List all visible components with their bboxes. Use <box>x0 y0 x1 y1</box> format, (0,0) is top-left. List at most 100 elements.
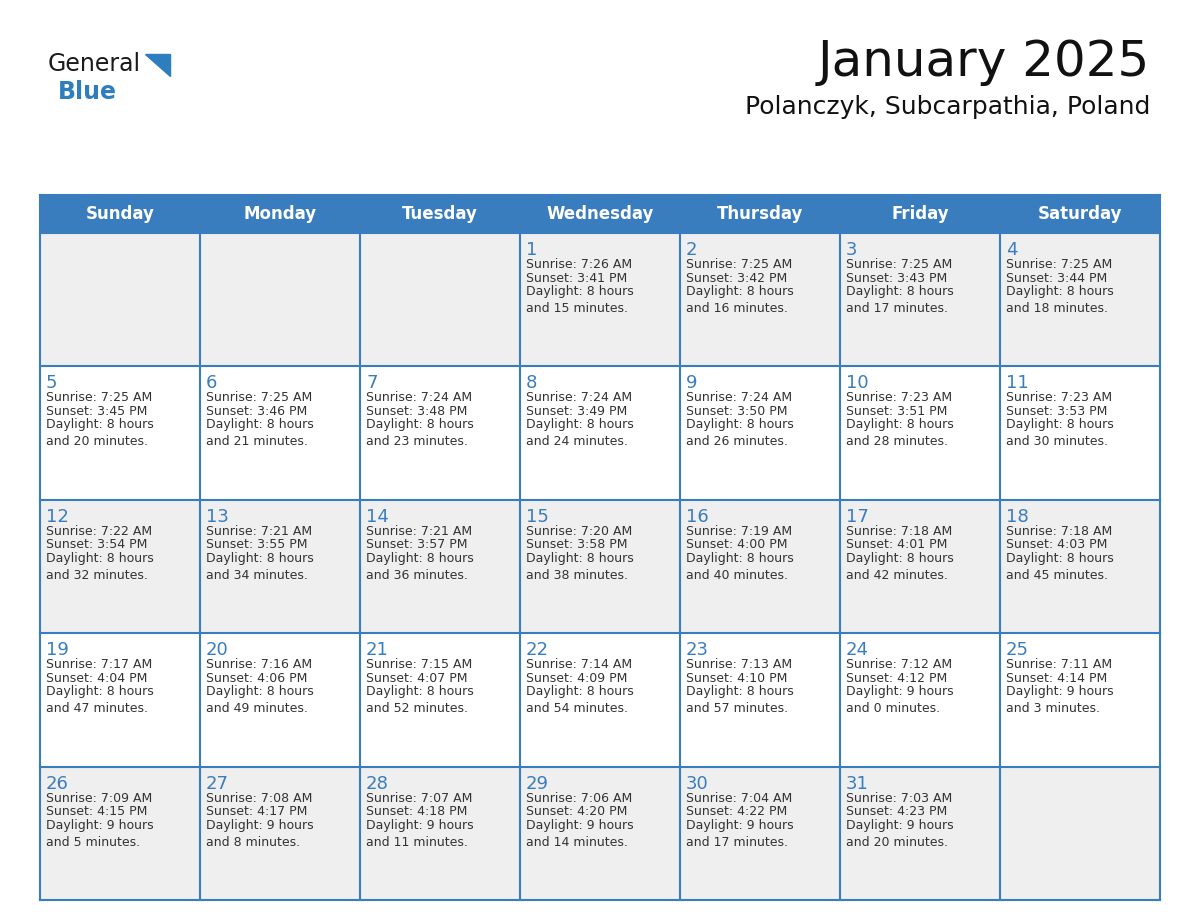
Text: Sunset: 4:04 PM: Sunset: 4:04 PM <box>46 672 147 685</box>
Text: Daylight: 8 hours
and 18 minutes.: Daylight: 8 hours and 18 minutes. <box>1006 285 1114 315</box>
Text: Sunset: 3:43 PM: Sunset: 3:43 PM <box>846 272 947 285</box>
Text: Daylight: 8 hours
and 34 minutes.: Daylight: 8 hours and 34 minutes. <box>206 552 314 582</box>
Text: Daylight: 9 hours
and 17 minutes.: Daylight: 9 hours and 17 minutes. <box>685 819 794 848</box>
Text: Daylight: 9 hours
and 5 minutes.: Daylight: 9 hours and 5 minutes. <box>46 819 153 848</box>
Text: Sunset: 3:55 PM: Sunset: 3:55 PM <box>206 538 308 552</box>
Text: Sunset: 3:42 PM: Sunset: 3:42 PM <box>685 272 788 285</box>
Text: Sunrise: 7:23 AM: Sunrise: 7:23 AM <box>846 391 952 405</box>
Text: Sunset: 3:48 PM: Sunset: 3:48 PM <box>366 405 467 418</box>
Text: Saturday: Saturday <box>1038 205 1123 223</box>
Text: Sunrise: 7:25 AM: Sunrise: 7:25 AM <box>685 258 792 271</box>
Text: Friday: Friday <box>891 205 949 223</box>
Text: 28: 28 <box>366 775 388 792</box>
Text: Sunrise: 7:17 AM: Sunrise: 7:17 AM <box>46 658 152 671</box>
Text: 4: 4 <box>1006 241 1017 259</box>
Text: Daylight: 8 hours
and 52 minutes.: Daylight: 8 hours and 52 minutes. <box>366 685 474 715</box>
Text: Sunrise: 7:26 AM: Sunrise: 7:26 AM <box>526 258 632 271</box>
Bar <box>40 499 1159 633</box>
Text: Sunrise: 7:06 AM: Sunrise: 7:06 AM <box>526 791 632 804</box>
Text: Sunset: 3:53 PM: Sunset: 3:53 PM <box>1006 405 1107 418</box>
Text: Sunday: Sunday <box>86 205 154 223</box>
Text: 22: 22 <box>526 641 549 659</box>
Text: Sunrise: 7:18 AM: Sunrise: 7:18 AM <box>846 525 953 538</box>
Text: 11: 11 <box>1006 375 1029 392</box>
Text: 9: 9 <box>685 375 697 392</box>
Text: Thursday: Thursday <box>716 205 803 223</box>
Text: 10: 10 <box>846 375 868 392</box>
Text: 15: 15 <box>526 508 549 526</box>
Text: Sunset: 3:44 PM: Sunset: 3:44 PM <box>1006 272 1107 285</box>
Text: Sunset: 4:00 PM: Sunset: 4:00 PM <box>685 538 788 552</box>
Text: Sunset: 4:15 PM: Sunset: 4:15 PM <box>46 805 147 818</box>
Text: Daylight: 8 hours
and 21 minutes.: Daylight: 8 hours and 21 minutes. <box>206 419 314 448</box>
Text: Sunrise: 7:21 AM: Sunrise: 7:21 AM <box>366 525 472 538</box>
Bar <box>40 366 1159 499</box>
Text: Daylight: 9 hours
and 11 minutes.: Daylight: 9 hours and 11 minutes. <box>366 819 474 848</box>
Text: Sunrise: 7:25 AM: Sunrise: 7:25 AM <box>46 391 152 405</box>
Text: Sunrise: 7:03 AM: Sunrise: 7:03 AM <box>846 791 953 804</box>
Text: Sunrise: 7:23 AM: Sunrise: 7:23 AM <box>1006 391 1112 405</box>
Text: Daylight: 8 hours
and 49 minutes.: Daylight: 8 hours and 49 minutes. <box>206 685 314 715</box>
Text: 1: 1 <box>526 241 537 259</box>
Text: Sunrise: 7:18 AM: Sunrise: 7:18 AM <box>1006 525 1112 538</box>
Text: 20: 20 <box>206 641 229 659</box>
Text: Sunset: 4:18 PM: Sunset: 4:18 PM <box>366 805 467 818</box>
Text: Sunset: 4:23 PM: Sunset: 4:23 PM <box>846 805 947 818</box>
Text: Sunrise: 7:12 AM: Sunrise: 7:12 AM <box>846 658 952 671</box>
Text: Daylight: 8 hours
and 45 minutes.: Daylight: 8 hours and 45 minutes. <box>1006 552 1114 582</box>
Text: 2: 2 <box>685 241 697 259</box>
Text: Daylight: 8 hours
and 23 minutes.: Daylight: 8 hours and 23 minutes. <box>366 419 474 448</box>
Text: 6: 6 <box>206 375 217 392</box>
Text: Sunrise: 7:25 AM: Sunrise: 7:25 AM <box>846 258 953 271</box>
Polygon shape <box>145 54 170 76</box>
Text: Monday: Monday <box>244 205 316 223</box>
Text: Sunrise: 7:04 AM: Sunrise: 7:04 AM <box>685 791 792 804</box>
Text: Sunrise: 7:07 AM: Sunrise: 7:07 AM <box>366 791 473 804</box>
Text: 26: 26 <box>46 775 69 792</box>
Text: Sunset: 3:58 PM: Sunset: 3:58 PM <box>526 538 627 552</box>
Text: Sunset: 3:50 PM: Sunset: 3:50 PM <box>685 405 788 418</box>
Text: Sunrise: 7:24 AM: Sunrise: 7:24 AM <box>366 391 472 405</box>
Text: 16: 16 <box>685 508 709 526</box>
Text: Sunrise: 7:13 AM: Sunrise: 7:13 AM <box>685 658 792 671</box>
Text: General: General <box>48 52 141 76</box>
Text: Daylight: 8 hours
and 28 minutes.: Daylight: 8 hours and 28 minutes. <box>846 419 954 448</box>
Text: Tuesday: Tuesday <box>402 205 478 223</box>
Text: Sunrise: 7:14 AM: Sunrise: 7:14 AM <box>526 658 632 671</box>
Text: 14: 14 <box>366 508 388 526</box>
Text: Daylight: 9 hours
and 8 minutes.: Daylight: 9 hours and 8 minutes. <box>206 819 314 848</box>
Text: 13: 13 <box>206 508 229 526</box>
Text: Sunrise: 7:24 AM: Sunrise: 7:24 AM <box>685 391 792 405</box>
Text: 29: 29 <box>526 775 549 792</box>
Text: Daylight: 8 hours
and 16 minutes.: Daylight: 8 hours and 16 minutes. <box>685 285 794 315</box>
Text: Sunset: 4:14 PM: Sunset: 4:14 PM <box>1006 672 1107 685</box>
Text: Sunset: 3:54 PM: Sunset: 3:54 PM <box>46 538 147 552</box>
Text: 21: 21 <box>366 641 388 659</box>
Text: Sunrise: 7:22 AM: Sunrise: 7:22 AM <box>46 525 152 538</box>
Bar <box>40 233 1159 366</box>
Text: 18: 18 <box>1006 508 1029 526</box>
Text: Daylight: 8 hours
and 32 minutes.: Daylight: 8 hours and 32 minutes. <box>46 552 153 582</box>
Text: Sunset: 3:41 PM: Sunset: 3:41 PM <box>526 272 627 285</box>
Text: Daylight: 8 hours
and 15 minutes.: Daylight: 8 hours and 15 minutes. <box>526 285 633 315</box>
Text: 30: 30 <box>685 775 709 792</box>
Text: 27: 27 <box>206 775 229 792</box>
Bar <box>40 195 1159 233</box>
Text: Sunrise: 7:09 AM: Sunrise: 7:09 AM <box>46 791 152 804</box>
Text: Sunrise: 7:21 AM: Sunrise: 7:21 AM <box>206 525 312 538</box>
Text: 31: 31 <box>846 775 868 792</box>
Text: Sunset: 3:57 PM: Sunset: 3:57 PM <box>366 538 468 552</box>
Text: Daylight: 9 hours
and 0 minutes.: Daylight: 9 hours and 0 minutes. <box>846 685 954 715</box>
Text: Sunset: 4:17 PM: Sunset: 4:17 PM <box>206 805 308 818</box>
Text: 7: 7 <box>366 375 378 392</box>
Text: Wednesday: Wednesday <box>546 205 653 223</box>
Text: Daylight: 8 hours
and 38 minutes.: Daylight: 8 hours and 38 minutes. <box>526 552 633 582</box>
Text: Polanczyk, Subcarpathia, Poland: Polanczyk, Subcarpathia, Poland <box>745 95 1150 119</box>
Text: Sunset: 4:12 PM: Sunset: 4:12 PM <box>846 672 947 685</box>
Text: Daylight: 9 hours
and 3 minutes.: Daylight: 9 hours and 3 minutes. <box>1006 685 1113 715</box>
Text: Daylight: 8 hours
and 36 minutes.: Daylight: 8 hours and 36 minutes. <box>366 552 474 582</box>
Text: Sunrise: 7:11 AM: Sunrise: 7:11 AM <box>1006 658 1112 671</box>
Text: Daylight: 9 hours
and 14 minutes.: Daylight: 9 hours and 14 minutes. <box>526 819 633 848</box>
Text: 17: 17 <box>846 508 868 526</box>
Text: Daylight: 8 hours
and 24 minutes.: Daylight: 8 hours and 24 minutes. <box>526 419 633 448</box>
